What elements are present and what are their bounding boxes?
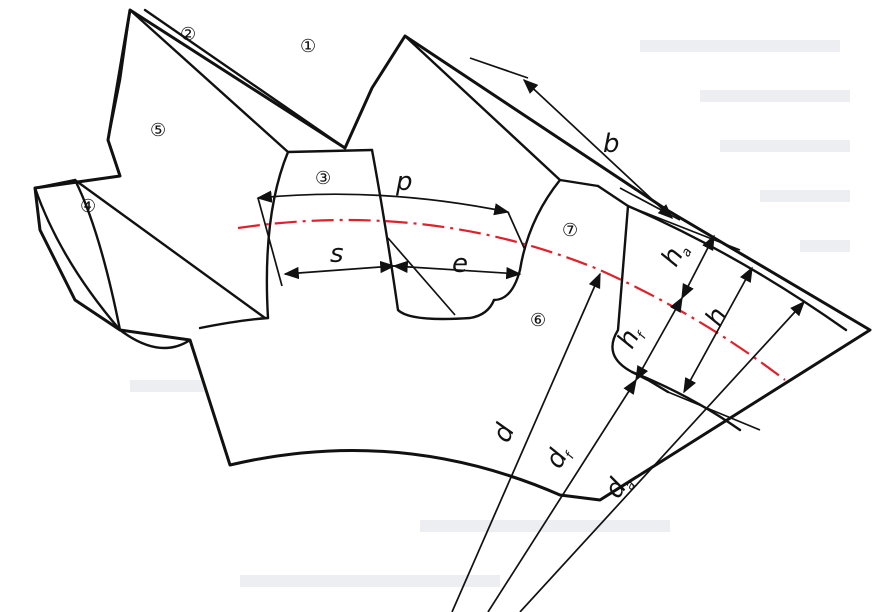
label-p: p (395, 167, 413, 197)
marker-2: ② (180, 24, 196, 45)
label-s: s (330, 239, 344, 269)
label-e: e (452, 249, 468, 279)
thickness-space-dimension (283, 237, 522, 316)
left-face (33, 178, 267, 350)
diameter-lines (451, 272, 806, 612)
pitch-dimension (256, 190, 526, 287)
pitch-circle (237, 218, 786, 381)
face-width-dimension (469, 57, 681, 221)
marker-6: ⑥ (530, 310, 546, 331)
left-tooth (106, 8, 374, 178)
marker-1: ① (300, 36, 316, 57)
marker-3: ③ (315, 168, 331, 189)
height-dimensions (627, 205, 761, 431)
marker-5: ⑤ (150, 120, 166, 141)
marker-4: ④ (80, 196, 96, 217)
label-b: b (603, 129, 620, 159)
marker-7: ⑦ (562, 220, 578, 241)
